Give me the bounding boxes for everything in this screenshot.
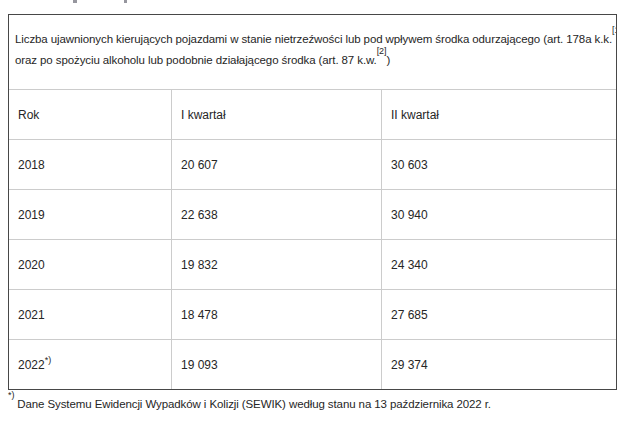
superscript-ref-1: [1] xyxy=(612,25,616,35)
header-q2-label: II kwartał xyxy=(391,108,439,122)
year-value: 2020 xyxy=(18,258,45,272)
caption-line-1: Liczba ujawnionych kierujących pojazdami… xyxy=(15,29,608,50)
footnote: *)Dane Systemu Ewidencji Wypadków i Koli… xyxy=(8,398,491,410)
header-q2: II kwartał xyxy=(381,89,616,139)
cell-year: 2021 xyxy=(9,289,171,339)
caption-text-2: oraz po spożyciu alkoholu lub podobnie d… xyxy=(15,54,377,66)
clipped-text-fragment xyxy=(73,0,77,3)
cell-q1: 19 093 xyxy=(171,339,381,389)
year-value: 2019 xyxy=(18,208,45,222)
q2-value: 29 374 xyxy=(391,358,428,372)
year-value: 2021 xyxy=(18,308,45,322)
data-table: Liczba ujawnionych kierujących pojazdami… xyxy=(8,14,617,390)
footnote-text: Dane Systemu Ewidencji Wypadków i Kolizj… xyxy=(17,398,491,410)
year-value: 2018 xyxy=(18,158,45,172)
cell-q1: 19 832 xyxy=(171,239,381,289)
q2-value: 30 603 xyxy=(391,158,428,172)
header-rok: Rok xyxy=(9,89,171,139)
cell-q2: 27 685 xyxy=(381,289,616,339)
caption-text-2-end: ) xyxy=(386,54,390,66)
cell-q1: 18 478 xyxy=(171,289,381,339)
clipped-text-fragment xyxy=(124,0,127,3)
table-caption: Liczba ujawnionych kierujących pojazdami… xyxy=(9,15,616,89)
header-q1-label: I kwartał xyxy=(181,108,226,122)
cell-q2: 24 340 xyxy=(381,239,616,289)
q1-value: 22 638 xyxy=(181,208,218,222)
cell-q1: 22 638 xyxy=(171,189,381,239)
caption-line-2: oraz po spożyciu alkoholu lub podobnie d… xyxy=(15,50,608,71)
q2-value: 24 340 xyxy=(391,258,428,272)
q1-value: 20 607 xyxy=(181,158,218,172)
cell-q1: 20 607 xyxy=(171,139,381,189)
cell-year: 2022*) xyxy=(9,339,171,389)
q1-value: 18 478 xyxy=(181,308,218,322)
cell-year: 2020 xyxy=(9,239,171,289)
superscript-ref-2: [2] xyxy=(377,46,387,56)
cell-q2: 29 374 xyxy=(381,339,616,389)
q2-value: 30 940 xyxy=(391,208,428,222)
year-value: 2022 xyxy=(18,358,45,372)
cell-year: 2019 xyxy=(9,189,171,239)
q1-value: 19 832 xyxy=(181,258,218,272)
cell-q2: 30 603 xyxy=(381,139,616,189)
caption-text-1: Liczba ujawnionych kierujących pojazdami… xyxy=(15,33,612,45)
cell-q2: 30 940 xyxy=(381,189,616,239)
cell-year: 2018 xyxy=(9,139,171,189)
footnote-superscript: *) xyxy=(8,390,14,400)
q1-value: 19 093 xyxy=(181,358,218,372)
page: { "clipped_top_text": { "note": "tiny cl… xyxy=(0,0,626,423)
header-q1: I kwartał xyxy=(171,89,381,139)
q2-value: 27 685 xyxy=(391,308,428,322)
header-rok-label: Rok xyxy=(18,108,39,122)
